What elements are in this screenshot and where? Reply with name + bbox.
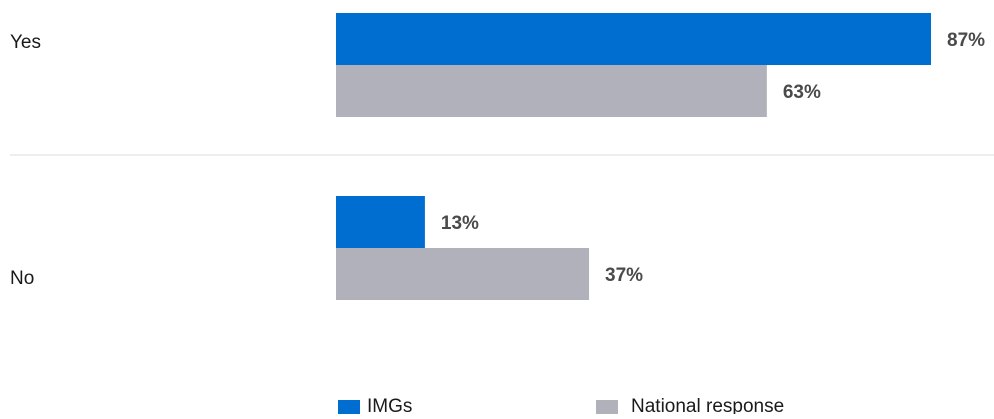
- value-labels: 87% 63% 13% 37%: [441, 30, 985, 286]
- category-label-yes: Yes: [10, 32, 41, 53]
- value-label-yes-national-response: 63%: [783, 82, 821, 103]
- value-label-no-imgs: 13%: [441, 213, 479, 234]
- bar-yes-national-response: [336, 65, 767, 117]
- category-labels: Yes No: [10, 32, 41, 289]
- bars: [336, 13, 931, 300]
- value-label-no-national-response: 37%: [605, 265, 643, 286]
- legend-swatch-national-response: [596, 400, 618, 414]
- legend-swatch-imgs: [338, 400, 360, 414]
- legend-label-national-response: National response: [631, 396, 784, 414]
- category-label-no: No: [10, 268, 34, 289]
- value-label-yes-imgs: 87%: [947, 30, 985, 51]
- legend-label-imgs: IMGs: [367, 396, 412, 414]
- bar-no-national-response: [336, 248, 590, 300]
- bar-no-imgs: [336, 196, 425, 248]
- bar-yes-imgs: [336, 13, 931, 65]
- legend: IMGs National response: [338, 396, 784, 417]
